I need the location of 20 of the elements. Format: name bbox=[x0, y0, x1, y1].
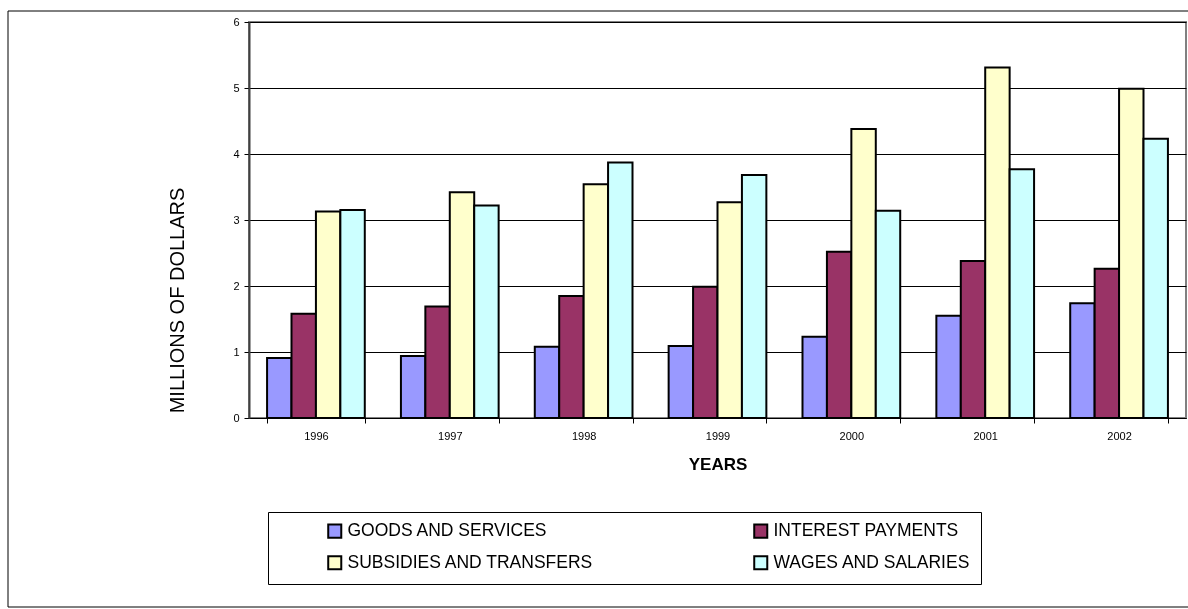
x-tick-label: 2001 bbox=[973, 429, 998, 442]
y-tick-label: 5 bbox=[233, 81, 240, 94]
x-axis-title: YEARS bbox=[688, 454, 748, 474]
x-tick-label: 1996 bbox=[304, 429, 329, 442]
x-tick-label: 2000 bbox=[839, 429, 865, 442]
x-tick-label: 2002 bbox=[1107, 429, 1132, 442]
y-tick-label: 2 bbox=[233, 279, 240, 292]
y-tick-label: 4 bbox=[233, 147, 240, 160]
y-tick-label: 3 bbox=[233, 213, 240, 226]
legend-label: SUBSIDIES AND TRANSFERS bbox=[347, 551, 593, 572]
x-tick-label: 1999 bbox=[705, 429, 731, 442]
legend-label: GOODS AND SERVICES bbox=[347, 520, 547, 541]
y-tick-label: 1 bbox=[233, 345, 240, 358]
x-tick-label: 1997 bbox=[438, 429, 463, 442]
y-tick-label: 0 bbox=[233, 411, 240, 424]
legend-label: INTEREST PAYMENTS bbox=[773, 520, 959, 541]
x-tick-label: 1998 bbox=[571, 429, 597, 442]
legend-label: WAGES AND SALARIES bbox=[773, 551, 970, 572]
y-tick-label: 6 bbox=[233, 15, 240, 28]
y-axis-title: MILLIONS OF DOLLARS bbox=[165, 187, 188, 414]
